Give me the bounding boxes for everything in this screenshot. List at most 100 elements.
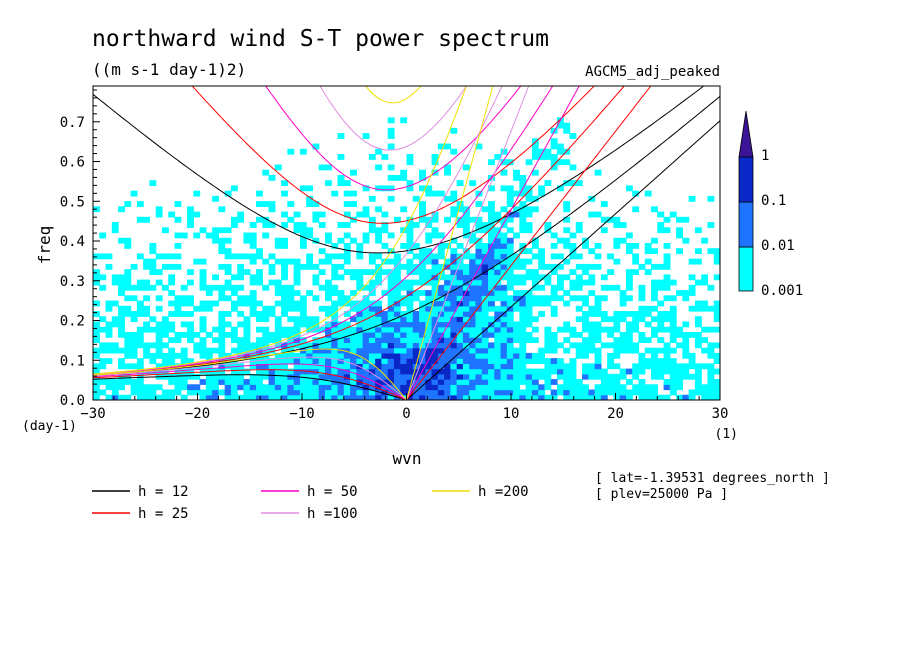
heatmap-cell [525, 190, 533, 197]
legend-label: h = 25 [138, 506, 189, 522]
heatmap-cell [118, 290, 125, 296]
heatmap-cell [588, 368, 596, 375]
heatmap-cell [588, 263, 596, 270]
heatmap-cell [299, 243, 307, 249]
heatmap-cell [500, 316, 508, 323]
heatmap-cell [281, 237, 288, 244]
heatmap-cell [713, 384, 720, 391]
heatmap-cell [494, 290, 502, 296]
heatmap-cell [519, 337, 527, 344]
heatmap-cell [669, 326, 677, 333]
heatmap-cell [243, 300, 251, 307]
heatmap-cell [525, 358, 533, 364]
heatmap-cell [481, 311, 489, 317]
heatmap-cell [682, 331, 690, 338]
heatmap-cell [638, 379, 646, 385]
heatmap-cell [475, 269, 483, 275]
heatmap-cell [387, 295, 395, 302]
heatmap-cell [582, 311, 589, 317]
heatmap-cell [387, 174, 395, 181]
heatmap-cell [312, 143, 320, 150]
heatmap-cell [450, 326, 458, 333]
heatmap-cell [155, 326, 163, 333]
heatmap-cell [368, 368, 376, 375]
heatmap-cell [299, 316, 307, 323]
mrg-curve-h200 [93, 86, 467, 375]
heatmap-cell [343, 379, 351, 385]
heatmap-cell [318, 358, 326, 364]
heatmap-cell [274, 243, 282, 249]
heatmap-cell [368, 352, 376, 359]
heatmap-cell [669, 321, 677, 328]
heatmap-cell [531, 379, 539, 385]
heatmap-cell [556, 263, 564, 270]
heatmap-cell [287, 201, 295, 207]
heatmap-cell [544, 358, 552, 364]
heatmap-cell [312, 321, 320, 328]
heatmap-cell [268, 305, 276, 312]
heatmap-cell [281, 243, 288, 249]
heatmap-cell [155, 352, 163, 359]
heatmap-cell [525, 389, 533, 396]
heatmap-cell [663, 279, 671, 286]
heatmap-cell [299, 363, 307, 370]
heatmap-cell [588, 290, 596, 296]
heatmap-cell [419, 269, 426, 275]
heatmap-cell [237, 311, 245, 317]
heatmap-cell [331, 347, 339, 354]
colorbar-label: 0.01 [761, 238, 795, 254]
heatmap-cell [406, 316, 414, 323]
heatmap-cell [538, 190, 546, 197]
heatmap-cell [632, 368, 640, 375]
heatmap-cell [425, 373, 433, 380]
heatmap-cell [400, 352, 408, 359]
heatmap-cell [168, 326, 176, 333]
heatmap-cell [544, 373, 552, 380]
heatmap-cell [513, 190, 520, 197]
heatmap-cell [136, 394, 144, 400]
heatmap-cell [306, 389, 314, 396]
heatmap-cell [651, 263, 658, 270]
heatmap-cell [350, 352, 357, 359]
heatmap-cell [331, 253, 339, 260]
heatmap-cell [124, 394, 132, 400]
heatmap-cell [99, 389, 107, 396]
heatmap-cell [187, 384, 194, 391]
heatmap-cell [274, 384, 282, 391]
heatmap-cell [212, 326, 219, 333]
heatmap-cell [331, 243, 339, 249]
heatmap-cell [651, 305, 658, 312]
heatmap-cell [594, 368, 602, 375]
heatmap-cell [249, 394, 257, 400]
heatmap-cell [362, 185, 370, 192]
heatmap-cell [513, 211, 520, 218]
heatmap-cell [450, 321, 458, 328]
heatmap-cell [569, 379, 577, 385]
heatmap-cell [644, 389, 652, 396]
heatmap-cell [506, 190, 514, 197]
heatmap-cell [400, 379, 408, 385]
heatmap-cell [657, 337, 665, 344]
heatmap-cell [118, 321, 125, 328]
heatmap-cell [130, 316, 138, 323]
heatmap-cell [281, 358, 288, 364]
heatmap-cell [500, 263, 508, 270]
heatmap-cell [406, 269, 414, 275]
heatmap-cell [462, 389, 470, 396]
heatmap-cell [600, 274, 608, 281]
heatmap-cell [425, 342, 433, 349]
heatmap-cell [500, 290, 508, 296]
heatmap-cell [381, 331, 389, 338]
heatmap-cell [513, 347, 520, 354]
heatmap-cell [274, 352, 282, 359]
heatmap-cell [575, 295, 583, 302]
heatmap-cell [519, 206, 527, 213]
heatmap-cell [381, 290, 389, 296]
heatmap-cell [519, 295, 527, 302]
heatmap-cell [243, 269, 251, 275]
heatmap-cell [450, 368, 458, 375]
heatmap-cell [513, 174, 520, 181]
heatmap-cell [462, 384, 470, 391]
heatmap-cell [462, 321, 470, 328]
heatmap-cell [293, 326, 301, 333]
